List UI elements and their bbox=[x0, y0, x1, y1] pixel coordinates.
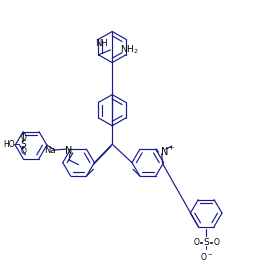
Text: O: O bbox=[193, 238, 199, 247]
Text: N$^+$: N$^+$ bbox=[160, 144, 175, 158]
Text: N: N bbox=[65, 146, 72, 156]
Text: S: S bbox=[20, 140, 26, 149]
Text: Na: Na bbox=[44, 146, 55, 155]
Text: O$^-$: O$^-$ bbox=[200, 251, 213, 262]
Text: O: O bbox=[213, 238, 219, 247]
Text: S: S bbox=[203, 238, 209, 247]
Text: O: O bbox=[20, 133, 26, 142]
Text: NH$_2$: NH$_2$ bbox=[120, 44, 139, 56]
Text: NH: NH bbox=[96, 39, 108, 48]
Text: HO: HO bbox=[3, 140, 15, 149]
Text: O: O bbox=[20, 147, 26, 156]
